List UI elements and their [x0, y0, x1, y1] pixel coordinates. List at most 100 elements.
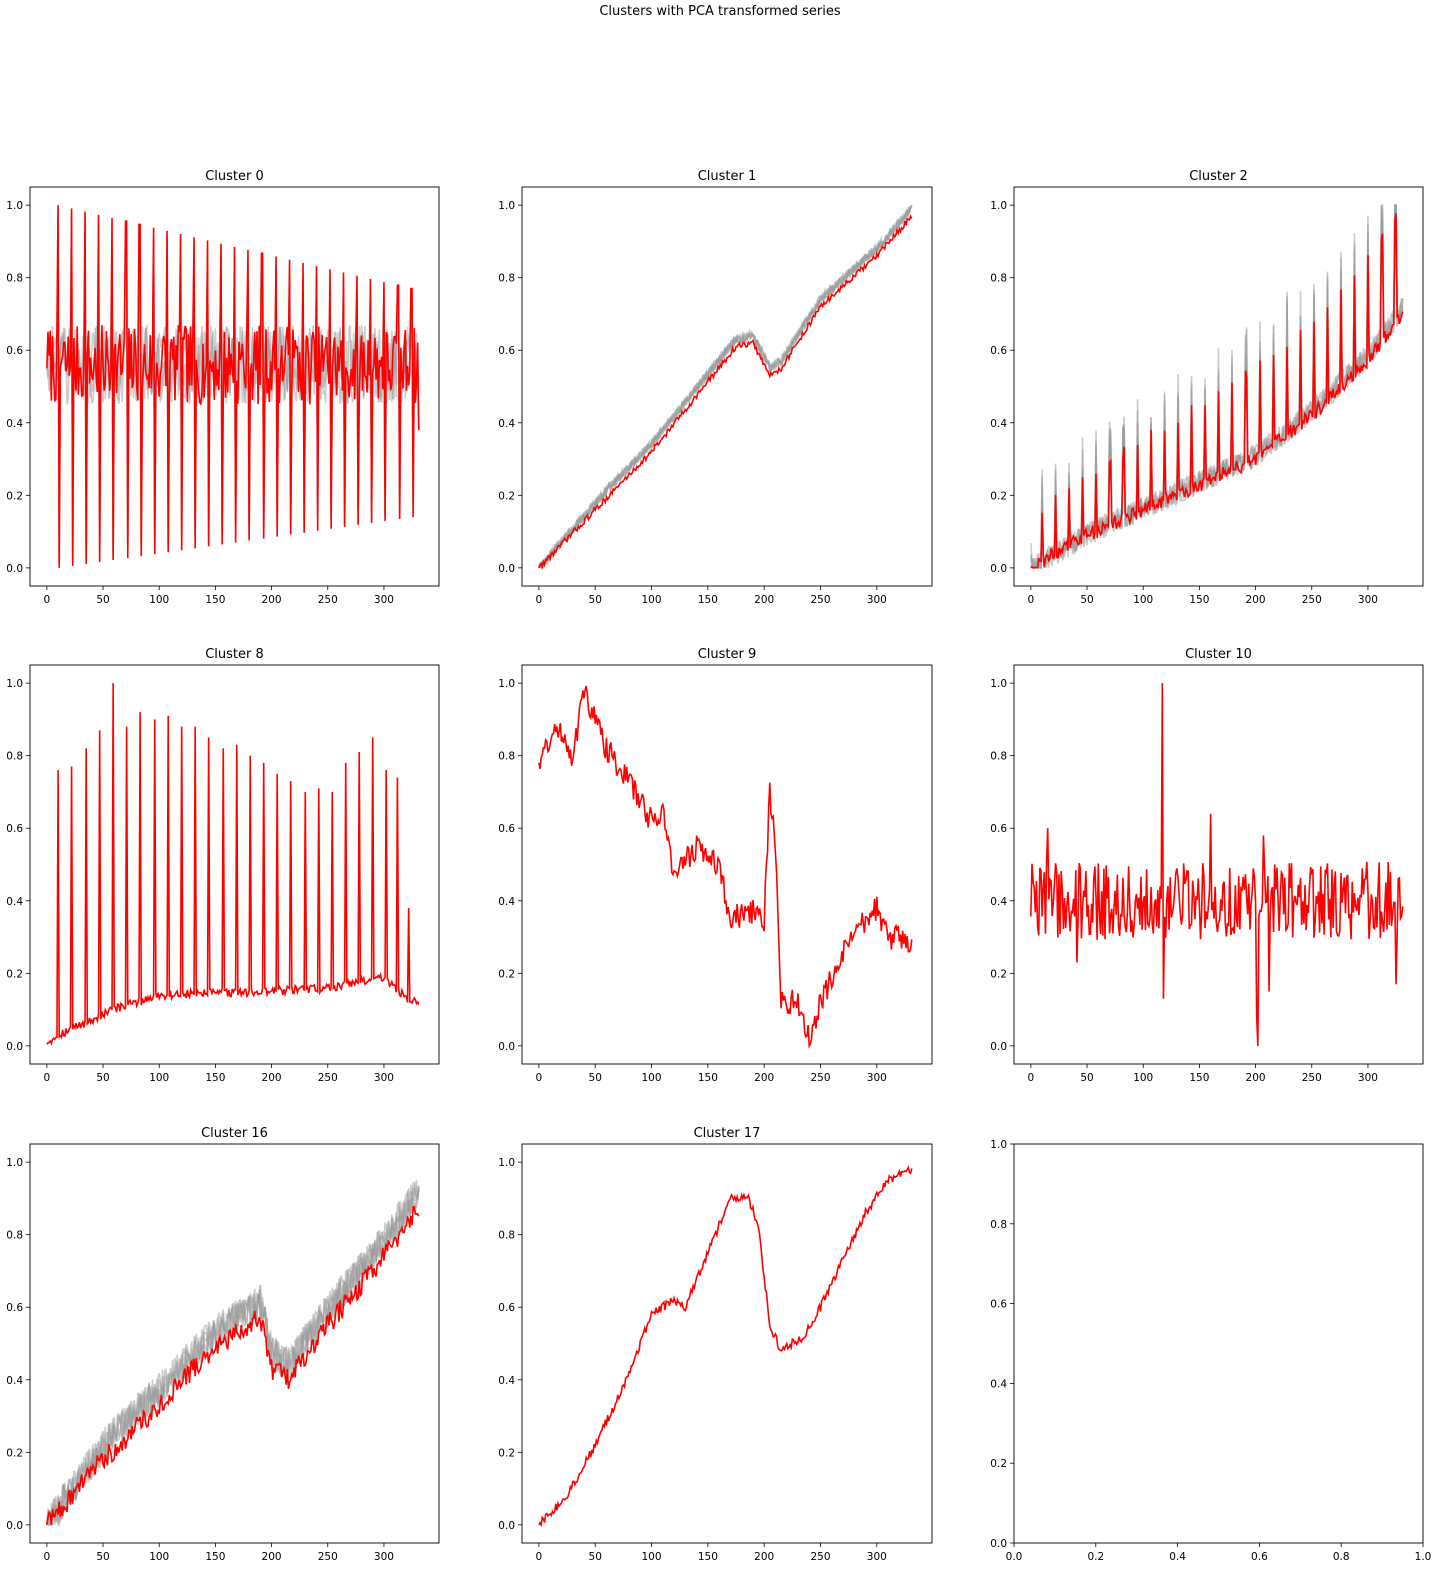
y-tick-label: 1.0	[6, 678, 23, 690]
y-tick-label: 1.0	[498, 200, 515, 212]
y-tick-label: 0.6	[498, 823, 515, 835]
subplot-2: Cluster 2 0 50 100 150 200 250 300 0.0 0.2 0.4 0.6 0…	[990, 169, 1424, 606]
x-tick-label: 300	[374, 1072, 394, 1084]
y-tick-label: 0.0	[6, 1520, 23, 1532]
y-tick-label: 0.2	[498, 1447, 515, 1459]
plot-area	[46, 1180, 420, 1528]
x-tick-label: 200	[262, 1072, 282, 1084]
x-tick-label: 300	[1358, 594, 1378, 606]
x-tick-label: 200	[1246, 594, 1266, 606]
y-tick-label: 0.0	[990, 563, 1007, 575]
plot-area	[1030, 204, 1404, 571]
subplot-4: Cluster 9 0 50 100 150 200 250 300 0.0 0.2 0.4 0.6 0…	[498, 647, 933, 1084]
member-series-line	[1030, 204, 1404, 570]
y-tick-label: 0.6	[990, 1299, 1007, 1311]
x-tick-label: 250	[1302, 1072, 1322, 1084]
axes-frame	[29, 664, 440, 1065]
y-tick-label: 0.8	[990, 1219, 1007, 1231]
x-tick-label: 50	[589, 1072, 602, 1084]
x-tick-label: 150	[205, 1072, 225, 1084]
axes-frame	[521, 1143, 933, 1544]
x-tick-label: 300	[867, 1551, 887, 1563]
y-tick-label: 0.0	[990, 1041, 1007, 1053]
x-tick-label: 300	[867, 1072, 887, 1084]
x-tick-label: 250	[810, 1072, 830, 1084]
x-tick-label: 250	[318, 1072, 338, 1084]
mean-series-line	[46, 205, 420, 568]
x-tick-label: 0.2	[1087, 1551, 1104, 1563]
y-tick-label: 0.4	[990, 896, 1007, 908]
plot-area	[538, 1165, 913, 1528]
y-tick-label: 0.2	[990, 490, 1007, 502]
mean-series-line	[46, 1205, 420, 1525]
axes-frame	[29, 1143, 440, 1544]
x-tick-label: 200	[754, 1072, 774, 1084]
figure-title: Clusters with PCA transformed series	[599, 4, 841, 19]
x-tick-label: 100	[149, 594, 169, 606]
y-tick-label: 0.8	[990, 273, 1007, 285]
y-tick-label: 0.0	[990, 1538, 1007, 1550]
subplot-8: 0.0 0.2 0.4 0.6 0.8 1.0 0.0 0.2 0.4 0.6 0.8 1.0	[990, 1139, 1431, 1563]
x-tick-label: 50	[96, 1551, 109, 1563]
x-tick-label: 1.0	[1415, 1551, 1432, 1563]
member-series-line	[538, 205, 913, 569]
subplot-title: Cluster 1	[698, 169, 757, 184]
y-tick-label: 0.4	[498, 418, 515, 430]
x-tick-label: 100	[149, 1551, 169, 1563]
x-tick-label: 150	[205, 594, 225, 606]
x-tick-label: 0.8	[1333, 1551, 1350, 1563]
y-tick-label: 0.0	[498, 563, 515, 575]
axes-frame	[521, 664, 933, 1065]
subplot-0: Cluster 0 0 50 100 150 200 250 300 0.0 0.2 0.4 0.6 0…	[6, 169, 440, 606]
x-tick-label: 150	[205, 1551, 225, 1563]
x-tick-label: 0.4	[1169, 1551, 1186, 1563]
plot-area	[538, 685, 913, 1049]
x-tick-label: 0.6	[1251, 1551, 1268, 1563]
y-tick-label: 0.6	[990, 823, 1007, 835]
x-tick-label: 0	[44, 594, 51, 606]
x-tick-label: 50	[96, 1072, 109, 1084]
y-tick-label: 0.0	[498, 1520, 515, 1532]
x-tick-label: 150	[1189, 594, 1209, 606]
x-tick-label: 200	[262, 594, 282, 606]
y-tick-label: 0.6	[6, 823, 23, 835]
subplot-title: Cluster 8	[205, 647, 264, 662]
mean-series-line	[46, 683, 420, 1046]
x-tick-label: 50	[589, 1551, 602, 1563]
x-tick-label: 200	[262, 1551, 282, 1563]
plot-area	[46, 683, 420, 1046]
x-tick-label: 100	[149, 1072, 169, 1084]
x-tick-label: 300	[1358, 1072, 1378, 1084]
y-tick-label: 1.0	[990, 1139, 1007, 1151]
y-tick-label: 1.0	[990, 200, 1007, 212]
member-series-line	[46, 1185, 420, 1527]
y-tick-label: 0.0	[6, 563, 23, 575]
plot-area	[1030, 683, 1404, 1046]
x-tick-label: 50	[1080, 1072, 1093, 1084]
y-tick-label: 0.8	[990, 751, 1007, 763]
x-tick-label: 0	[536, 1551, 543, 1563]
y-tick-label: 0.6	[498, 1302, 515, 1314]
y-tick-label: 1.0	[498, 1157, 515, 1169]
x-tick-label: 300	[374, 1551, 394, 1563]
axes-frame	[521, 186, 933, 587]
x-tick-label: 100	[642, 594, 662, 606]
x-tick-label: 200	[754, 1551, 774, 1563]
member-series-line	[46, 1181, 420, 1525]
y-tick-label: 0.8	[6, 751, 23, 763]
subplot-7: Cluster 17 0 50 100 150 200 250 300 0.0 0.2 0.4 0.6…	[498, 1126, 933, 1563]
x-tick-label: 0	[536, 1072, 543, 1084]
y-tick-label: 0.6	[6, 1302, 23, 1314]
mean-series-line	[1030, 683, 1404, 1046]
subplot-1: Cluster 1 0 50 100 150 200 250 300 0.0 0.2 0.4 0.6 0…	[498, 169, 933, 606]
y-tick-label: 0.4	[990, 1378, 1007, 1390]
y-tick-label: 0.4	[6, 418, 23, 430]
y-tick-label: 0.6	[6, 345, 23, 357]
y-tick-label: 0.8	[6, 1230, 23, 1242]
subplot-3: Cluster 8 0 50 100 150 200 250 300 0.0 0.2 0.4 0.6 0…	[6, 647, 440, 1084]
axes-frame	[1013, 1143, 1424, 1544]
axes-frame	[1013, 664, 1424, 1065]
x-tick-label: 150	[698, 1551, 718, 1563]
y-tick-label: 1.0	[990, 678, 1007, 690]
